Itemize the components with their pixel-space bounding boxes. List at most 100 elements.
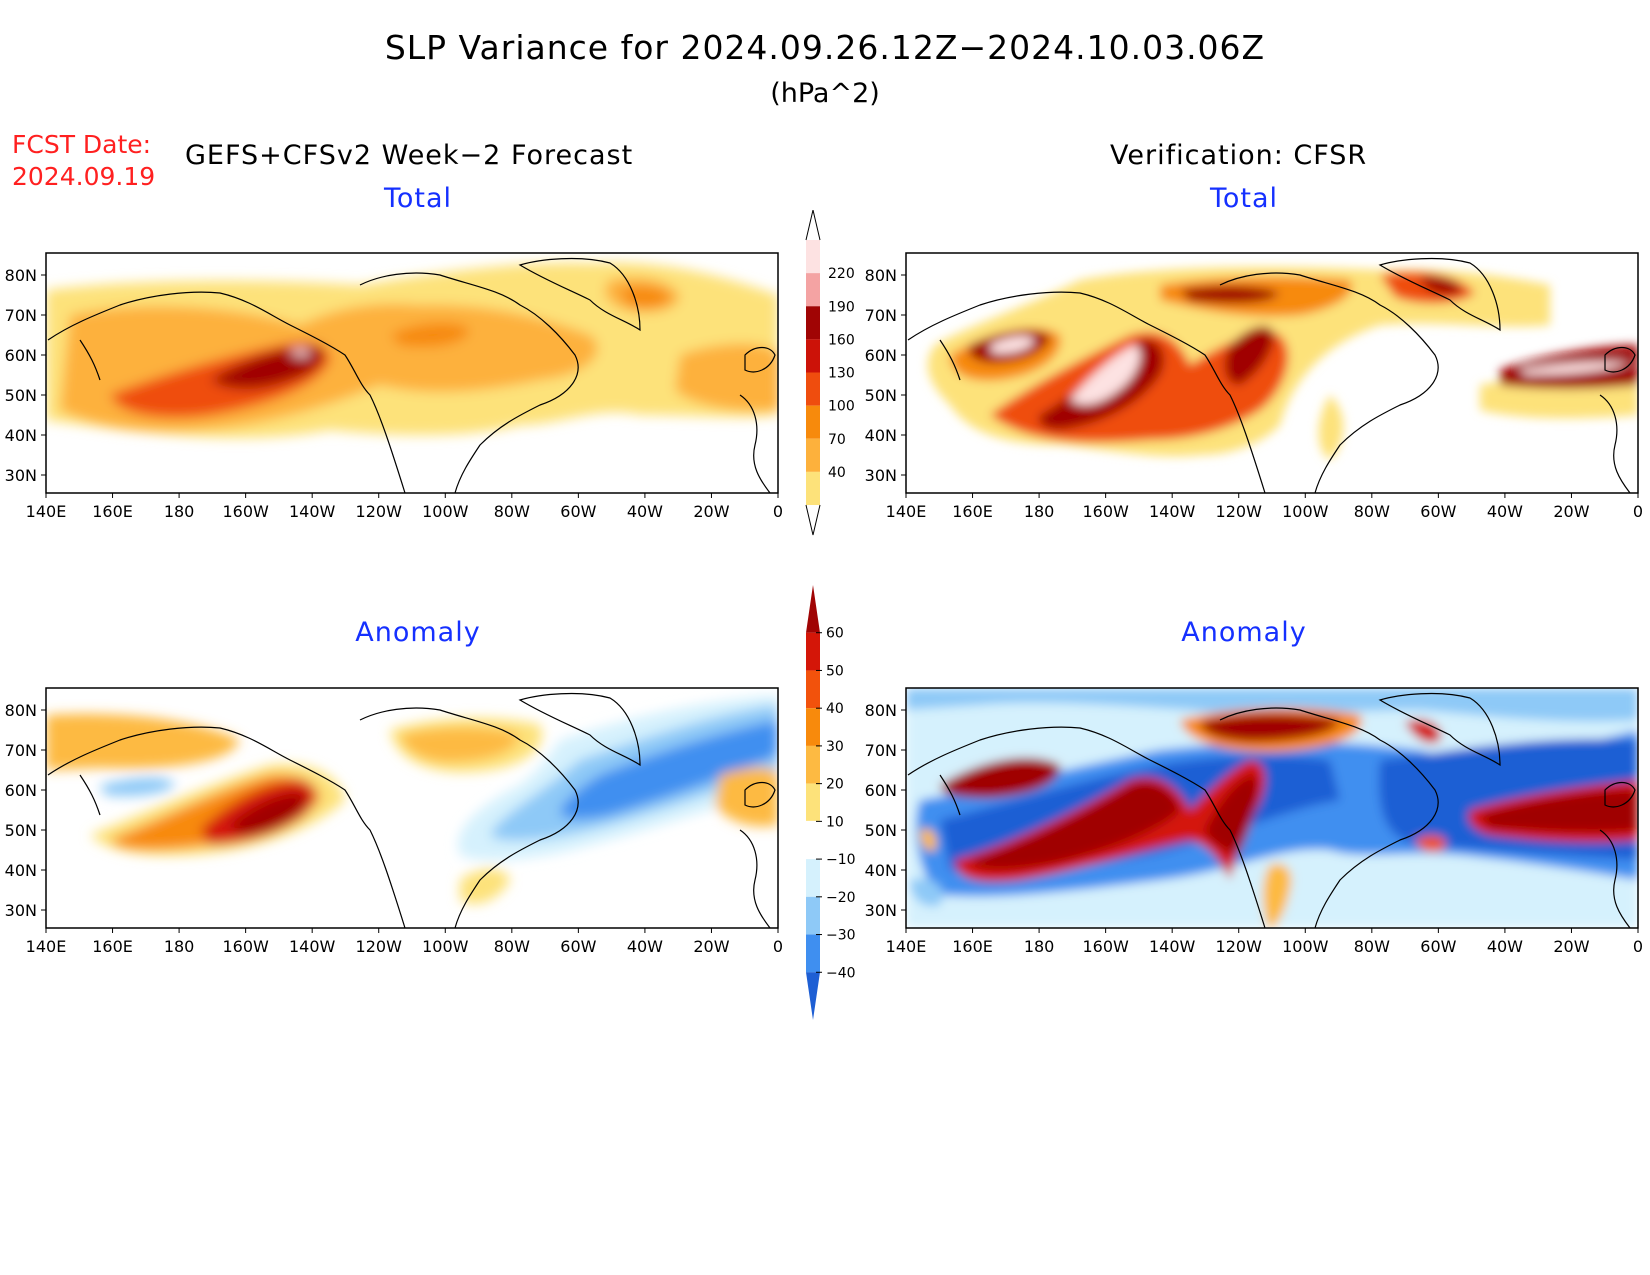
colorbar-bin <box>806 670 820 709</box>
lat-tick-label: 80N <box>865 701 897 720</box>
lon-tick-label: 40W <box>627 502 663 521</box>
lon-tick-label: 20W <box>693 937 729 956</box>
lat-tick-label: 50N <box>865 386 897 405</box>
map-frame <box>45 252 779 494</box>
lat-tick-label: 70N <box>5 306 37 325</box>
colorbar-bin <box>806 972 820 1020</box>
colorbar-tick-label: 220 <box>828 266 855 282</box>
verification-total-title: Total <box>1209 183 1279 214</box>
lon-tick-label: 160E <box>92 502 133 521</box>
lon-tick-label: 160W <box>222 937 269 956</box>
lon-tick-label: 0 <box>1633 502 1643 521</box>
fcst-date-value: 2024.09.19 <box>12 162 156 191</box>
map-frame <box>905 252 1639 494</box>
lon-tick-label: 80W <box>1354 937 1390 956</box>
colorbar-bin <box>806 273 820 307</box>
anomaly-colorbar: 60 50 40 30 20 10 −10 −20 −30 −40 <box>805 585 856 1020</box>
verification-column-title: Verification: CFSR <box>1110 140 1368 171</box>
lon-tick-label: 180 <box>164 937 195 956</box>
figure-title: SLP Variance for 2024.09.26.12Z−2024.10.… <box>384 28 1266 67</box>
lat-tick-label: 30N <box>865 901 897 920</box>
colorbar-bin <box>806 708 820 746</box>
colorbar-bin <box>806 934 820 973</box>
colorbar-tick-label: −20 <box>826 890 856 906</box>
colorbar-bin <box>806 859 820 897</box>
colorbar-bin <box>806 372 820 406</box>
lon-tick-label: 140W <box>289 937 336 956</box>
lon-tick-label: 40W <box>1487 937 1523 956</box>
lon-tick-label: 80W <box>494 502 530 521</box>
lat-tick-label: 40N <box>865 861 897 880</box>
lon-tick-label: 120W <box>1216 502 1263 521</box>
lon-tick-label: 120W <box>1216 937 1263 956</box>
lon-tick-label: 20W <box>693 502 729 521</box>
forecast-anomaly-title: Anomaly <box>355 617 481 648</box>
lat-tick-label: 60N <box>865 346 897 365</box>
lon-tick-label: 160W <box>1082 502 1129 521</box>
forecast-column-title: GEFS+CFSv2 Week−2 Forecast <box>185 140 634 171</box>
colorbar-bin <box>806 585 820 633</box>
lon-tick-label: 20W <box>1553 937 1589 956</box>
lon-tick-label: 160W <box>222 502 269 521</box>
lon-tick-label: 140E <box>26 937 67 956</box>
lat-tick-label: 60N <box>5 781 37 800</box>
lon-tick-label: 20W <box>1553 502 1589 521</box>
lon-tick-label: 0 <box>773 937 783 956</box>
lon-tick-label: 40W <box>627 937 663 956</box>
colorbar-tick-label: 40 <box>826 701 844 717</box>
colorbar-bin <box>806 745 820 784</box>
colorbar-tick-label: −30 <box>826 928 856 944</box>
lat-tick-label: 50N <box>5 386 37 405</box>
lon-tick-label: 80W <box>494 937 530 956</box>
lon-tick-label: 140W <box>1149 937 1196 956</box>
forecast-total-map: 80N 70N 60N 50N 40N 30N 140E 160E 180 160W 140W 12… <box>5 252 783 521</box>
colorbar-tick-label: 50 <box>826 663 844 679</box>
total-colorbar: 220 190 160 130 100 70 40 <box>805 210 855 536</box>
lon-tick-label: 120W <box>356 502 403 521</box>
colorbar-tick-label: 130 <box>828 366 855 382</box>
colorbar-bin <box>806 405 820 439</box>
lon-tick-label: 140E <box>886 937 927 956</box>
lon-tick-label: 140E <box>26 502 67 521</box>
fcst-date-label: FCST Date: <box>12 130 152 159</box>
lat-tick-label: 40N <box>5 426 37 445</box>
colorbar-tick-label: 100 <box>828 399 855 415</box>
colorbar-tick-label: 160 <box>828 332 855 348</box>
colorbar-bin <box>806 632 820 671</box>
lat-tick-label: 40N <box>865 426 897 445</box>
verification-total-map: 80N 70N 60N 50N 40N 30N 140E 160E 180 160W 140W 12… <box>865 252 1643 521</box>
lon-tick-label: 160E <box>952 937 993 956</box>
lat-tick-label: 40N <box>5 861 37 880</box>
lon-tick-label: 0 <box>773 502 783 521</box>
colorbar-bin <box>806 240 820 274</box>
lat-tick-label: 80N <box>5 701 37 720</box>
colorbar-tick-label: 40 <box>828 465 846 481</box>
units-label: (hPa^2) <box>770 78 880 109</box>
colorbar-bin <box>806 438 820 472</box>
lon-tick-label: 180 <box>164 502 195 521</box>
lat-tick-label: 80N <box>5 266 37 285</box>
lat-tick-label: 30N <box>5 901 37 920</box>
lon-tick-label: 180 <box>1024 502 1055 521</box>
lon-tick-label: 100W <box>1282 502 1329 521</box>
colorbar-bin <box>806 306 820 340</box>
lat-tick-label: 60N <box>5 346 37 365</box>
lon-tick-label: 140W <box>1149 502 1196 521</box>
lon-tick-label: 160W <box>1082 937 1129 956</box>
colorbar-tick-label: −40 <box>826 965 856 981</box>
lon-tick-label: 160E <box>952 502 993 521</box>
lat-tick-label: 70N <box>5 741 37 760</box>
verification-anomaly-map: 80N 70N 60N 50N 40N 30N 140E 160E 180 160W 140W 12… <box>865 687 1643 956</box>
colorbar-tick-label: 20 <box>826 777 844 793</box>
colorbar-bin <box>805 820 821 860</box>
lon-tick-label: 100W <box>422 502 469 521</box>
lat-tick-label: 80N <box>865 266 897 285</box>
colorbar-bin <box>806 339 820 373</box>
lat-tick-label: 60N <box>865 781 897 800</box>
lon-tick-label: 60W <box>1420 502 1456 521</box>
lon-tick-label: 0 <box>1633 937 1643 956</box>
map-frame <box>45 687 779 929</box>
lon-tick-label: 160E <box>92 937 133 956</box>
lat-tick-label: 50N <box>5 821 37 840</box>
lon-tick-label: 140E <box>886 502 927 521</box>
